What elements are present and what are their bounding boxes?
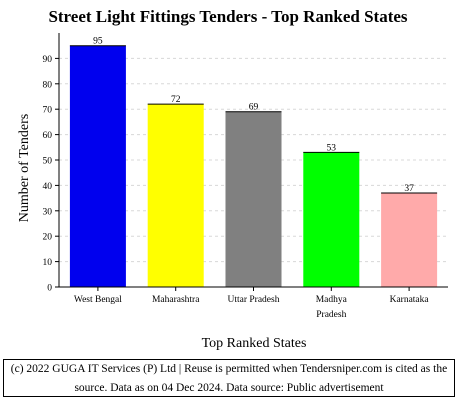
chart-title: Street Light Fittings Tenders - Top Rank… bbox=[48, 7, 407, 26]
data-label: 95 bbox=[93, 37, 103, 47]
bar bbox=[381, 193, 438, 287]
x-tick-label: West Bengal bbox=[74, 295, 122, 305]
x-tick-label: Madhya bbox=[316, 295, 348, 305]
data-label: 69 bbox=[249, 103, 259, 113]
bar-chart: Street Light Fittings Tenders - Top Rank… bbox=[17, 7, 448, 351]
bar bbox=[147, 104, 204, 288]
data-label: 72 bbox=[171, 95, 181, 105]
bar bbox=[303, 152, 360, 287]
x-axis-title: Top Ranked States bbox=[202, 336, 307, 351]
data-label: 37 bbox=[404, 184, 414, 194]
y-tick-label: 0 bbox=[47, 284, 52, 294]
y-tick-label: 20 bbox=[43, 233, 53, 243]
axes: 0 10 20 30 40 50 60 70 80 90 West Bengal Maharashtr… bbox=[43, 33, 448, 320]
y-tick-label: 80 bbox=[43, 80, 53, 90]
footer-note: (c) 2022 GUGA IT Services (P) Ltd | Reus… bbox=[3, 359, 455, 397]
y-tick-label: 70 bbox=[43, 106, 53, 116]
y-tick-label: 50 bbox=[43, 157, 53, 167]
y-tick-label: 10 bbox=[43, 258, 53, 268]
y-axis-title: Number of Tenders bbox=[17, 114, 32, 222]
x-tick-label: Pradesh bbox=[316, 310, 346, 320]
data-label: 53 bbox=[327, 143, 337, 153]
x-tick-label: Maharashtra bbox=[152, 295, 200, 305]
x-tick-label: Uttar Pradesh bbox=[228, 295, 280, 305]
y-tick-label: 60 bbox=[43, 131, 53, 141]
y-tick-label: 90 bbox=[43, 55, 53, 65]
bar bbox=[225, 111, 282, 288]
bars: 95 72 69 53 37 bbox=[69, 37, 438, 288]
y-tick-label: 30 bbox=[43, 207, 53, 217]
bar bbox=[69, 45, 126, 288]
x-tick-label: Karnataka bbox=[390, 295, 430, 305]
y-tick-label: 40 bbox=[43, 182, 53, 192]
